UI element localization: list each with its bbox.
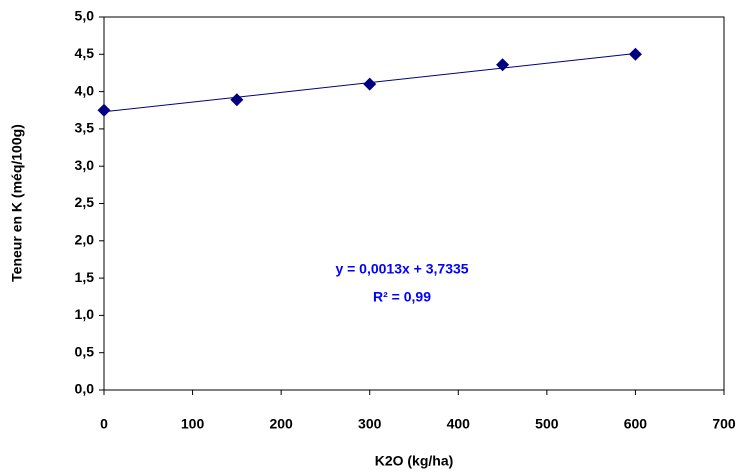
x-tick-label: 400 [447,416,471,432]
x-tick-label: 300 [358,416,382,432]
x-tick-label: 100 [181,416,205,432]
plot-frame [103,16,725,391]
y-tick-label: 1,0 [75,306,95,322]
data-point [230,93,244,107]
x-tick-label: 200 [269,416,293,432]
trendline-annotation: R² = 0,99 [373,289,431,305]
data-point [97,103,111,117]
trendline-annotation: y = 0,0013x + 3,7335 [335,261,468,277]
x-axis-label: K2O (kg/ha) [375,453,454,469]
x-tick-label: 700 [712,416,736,432]
y-tick-label: 2,0 [75,232,95,248]
y-tick-label: 2,5 [75,194,95,210]
y-tick-label: 3,5 [75,120,95,136]
data-point [628,47,642,61]
y-tick-label: 0,0 [75,381,95,397]
y-tick-label: 4,5 [75,45,95,61]
x-tick-label: 600 [624,416,648,432]
x-tick-label: 0 [100,416,108,432]
data-point [496,58,510,72]
data-point [363,77,377,91]
y-tick-label: 0,5 [75,343,95,359]
y-tick-label: 3,0 [75,157,95,173]
x-tick-label: 500 [535,416,559,432]
y-tick-label: 1,5 [75,269,95,285]
y-tick-label: 5,0 [75,8,95,24]
y-axis-label: Teneur en K (méq/100g) [9,124,25,282]
y-tick-label: 4,0 [75,82,95,98]
